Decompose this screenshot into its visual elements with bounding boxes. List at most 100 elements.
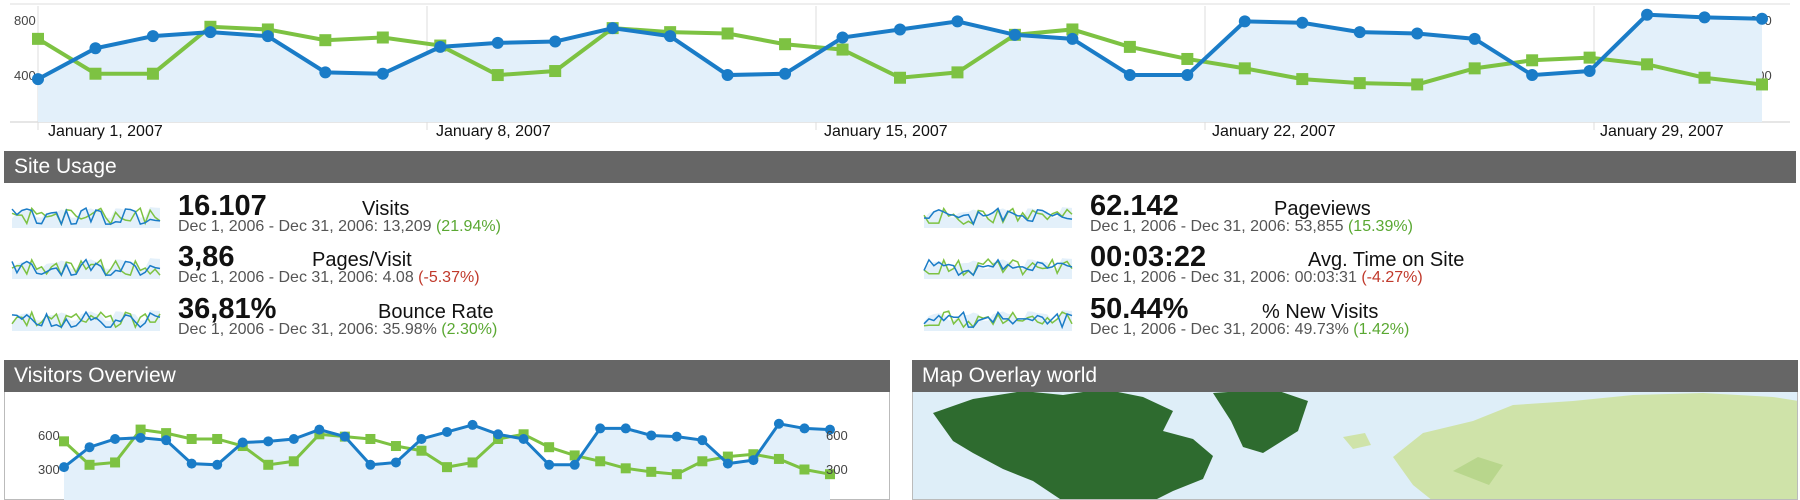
metric-bounce-rate[interactable]: 36,81% Bounce Rate Dec 1, 2006 - Dec 31,… bbox=[10, 293, 890, 343]
north-america-region[interactable] bbox=[933, 389, 1213, 500]
data-point-green[interactable] bbox=[442, 462, 452, 473]
data-point-blue[interactable] bbox=[491, 36, 504, 49]
data-point-blue[interactable] bbox=[951, 15, 964, 28]
data-point-blue[interactable] bbox=[1123, 69, 1136, 82]
metric-pages-per-visit[interactable]: 3,86 Pages/Visit Dec 1, 2006 - Dec 31, 2… bbox=[10, 241, 890, 291]
data-point-green[interactable] bbox=[186, 433, 197, 444]
data-point-green[interactable] bbox=[319, 34, 332, 47]
data-point-blue[interactable] bbox=[212, 459, 223, 470]
data-point-blue[interactable] bbox=[261, 30, 274, 43]
data-point-blue[interactable] bbox=[773, 418, 784, 429]
data-point-green[interactable] bbox=[263, 459, 274, 470]
data-point-green[interactable] bbox=[569, 450, 580, 461]
data-point-blue[interactable] bbox=[288, 433, 299, 444]
data-point-green[interactable] bbox=[1123, 40, 1136, 53]
data-point-blue[interactable] bbox=[779, 67, 792, 80]
data-point-blue[interactable] bbox=[314, 424, 325, 435]
data-point-blue[interactable] bbox=[671, 431, 682, 442]
data-point-blue[interactable] bbox=[620, 423, 631, 434]
data-point-blue[interactable] bbox=[1583, 65, 1596, 78]
data-point-green[interactable] bbox=[1526, 54, 1539, 67]
data-point-green[interactable] bbox=[376, 31, 389, 44]
data-point-green[interactable] bbox=[110, 457, 121, 468]
data-point-green[interactable] bbox=[549, 65, 562, 78]
data-point-green[interactable] bbox=[365, 433, 376, 444]
greenland-region[interactable] bbox=[1213, 389, 1308, 453]
iceland-region[interactable] bbox=[1343, 433, 1371, 449]
data-point-green[interactable] bbox=[89, 67, 102, 80]
data-point-green[interactable] bbox=[1411, 78, 1424, 91]
data-point-blue[interactable] bbox=[1411, 27, 1424, 40]
data-point-blue[interactable] bbox=[493, 429, 504, 440]
data-point-green[interactable] bbox=[491, 69, 504, 82]
data-point-green[interactable] bbox=[544, 442, 555, 453]
metric-visits[interactable]: 16.107 Visits Dec 1, 2006 - Dec 31, 2006… bbox=[10, 190, 890, 240]
data-point-blue[interactable] bbox=[549, 35, 562, 48]
data-point-blue[interactable] bbox=[146, 30, 159, 43]
data-point-blue[interactable] bbox=[1698, 11, 1711, 24]
data-point-green[interactable] bbox=[1756, 78, 1768, 91]
data-point-blue[interactable] bbox=[263, 436, 274, 447]
data-point-blue[interactable] bbox=[721, 69, 734, 82]
metric-new-visits[interactable]: 50.44% % New Visits Dec 1, 2006 - Dec 31… bbox=[922, 293, 1792, 343]
data-point-green[interactable] bbox=[1238, 62, 1251, 75]
data-point-blue[interactable] bbox=[467, 419, 478, 430]
data-point-green[interactable] bbox=[620, 463, 631, 474]
data-point-green[interactable] bbox=[671, 469, 682, 480]
data-point-blue[interactable] bbox=[59, 462, 69, 473]
data-point-blue[interactable] bbox=[319, 66, 332, 79]
data-point-blue[interactable] bbox=[365, 459, 376, 470]
data-point-blue[interactable] bbox=[204, 26, 217, 39]
data-point-blue[interactable] bbox=[135, 432, 146, 443]
data-point-green[interactable] bbox=[1181, 52, 1194, 65]
data-point-blue[interactable] bbox=[894, 23, 906, 36]
data-point-blue[interactable] bbox=[722, 458, 733, 469]
data-point-green[interactable] bbox=[1641, 58, 1654, 71]
data-point-blue[interactable] bbox=[544, 459, 555, 470]
data-point-green[interactable] bbox=[32, 32, 44, 45]
data-point-blue[interactable] bbox=[1238, 15, 1251, 28]
data-point-blue[interactable] bbox=[836, 31, 849, 44]
europe-region[interactable] bbox=[1453, 457, 1503, 485]
data-point-blue[interactable] bbox=[748, 455, 759, 466]
data-point-green[interactable] bbox=[722, 451, 733, 462]
data-point-green[interactable] bbox=[646, 466, 657, 477]
data-point-green[interactable] bbox=[1698, 71, 1711, 84]
data-point-blue[interactable] bbox=[646, 430, 657, 441]
data-point-blue[interactable] bbox=[697, 435, 708, 446]
data-point-blue[interactable] bbox=[664, 30, 677, 43]
data-point-blue[interactable] bbox=[110, 433, 121, 444]
data-point-blue[interactable] bbox=[84, 442, 95, 453]
data-point-blue[interactable] bbox=[569, 459, 580, 470]
data-point-blue[interactable] bbox=[1181, 69, 1194, 82]
data-point-green[interactable] bbox=[146, 67, 159, 80]
data-point-blue[interactable] bbox=[390, 457, 401, 468]
data-point-green[interactable] bbox=[288, 456, 299, 467]
data-point-green[interactable] bbox=[773, 453, 784, 464]
data-point-blue[interactable] bbox=[1066, 32, 1079, 45]
data-point-green[interactable] bbox=[825, 469, 835, 480]
data-point-blue[interactable] bbox=[32, 73, 44, 86]
data-point-blue[interactable] bbox=[1468, 32, 1481, 45]
data-point-green[interactable] bbox=[951, 66, 964, 79]
metric-pageviews[interactable]: 62.142 Pageviews Dec 1, 2006 - Dec 31, 2… bbox=[922, 190, 1792, 240]
data-point-green[interactable] bbox=[135, 424, 146, 435]
data-point-green[interactable] bbox=[84, 459, 95, 470]
data-point-blue[interactable] bbox=[518, 433, 529, 444]
data-point-blue[interactable] bbox=[825, 424, 835, 435]
data-point-blue[interactable] bbox=[595, 423, 606, 434]
data-point-blue[interactable] bbox=[1641, 8, 1654, 21]
data-point-green[interactable] bbox=[779, 38, 792, 51]
data-point-blue[interactable] bbox=[442, 426, 452, 437]
data-point-blue[interactable] bbox=[416, 433, 427, 444]
metric-avg-time[interactable]: 00:03:22 Avg. Time on Site Dec 1, 2006 -… bbox=[922, 241, 1792, 291]
data-point-green[interactable] bbox=[390, 441, 401, 452]
data-point-green[interactable] bbox=[1583, 51, 1596, 64]
data-point-green[interactable] bbox=[1353, 77, 1366, 90]
data-point-green[interactable] bbox=[836, 43, 849, 56]
data-point-green[interactable] bbox=[1468, 62, 1481, 75]
data-point-blue[interactable] bbox=[1296, 16, 1309, 29]
data-point-green[interactable] bbox=[697, 456, 708, 467]
data-point-blue[interactable] bbox=[799, 423, 810, 434]
data-point-blue[interactable] bbox=[376, 67, 389, 80]
